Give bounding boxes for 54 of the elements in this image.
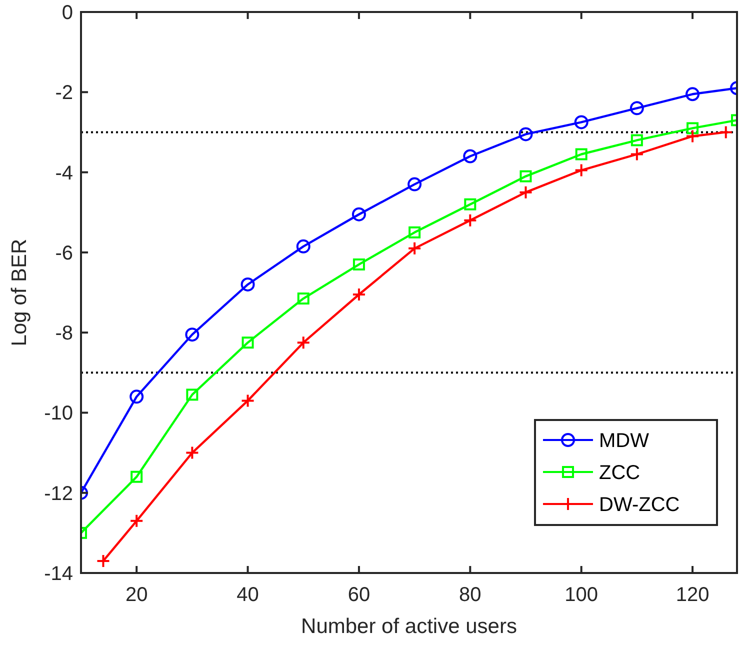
point [96,554,110,568]
point [686,129,700,144]
point [185,446,200,460]
point [518,127,533,142]
point [296,336,310,350]
point [463,213,478,228]
point [185,328,200,342]
point [242,336,254,349]
x-tick-label: 80 [459,584,482,606]
point [240,277,255,292]
x-tick-label: 60 [348,584,370,606]
y-tick-label: -12 [44,482,73,505]
y-axis-title: Log of BER [8,238,31,346]
point [718,125,733,140]
point [575,148,588,160]
point [240,394,255,408]
point [297,292,310,305]
y-tick-label: -10 [44,402,73,425]
x-tick-label: 40 [236,584,259,606]
y-tick-label: -14 [44,563,73,585]
point [463,149,478,164]
y-tick-label: 0 [62,2,73,24]
point [520,170,532,182]
point [130,390,144,404]
point [630,101,644,116]
point [352,288,366,302]
x-tick-label: 100 [564,584,598,606]
point [518,185,533,200]
point [186,388,198,401]
point [686,87,700,102]
point [408,177,422,192]
legend-label: MDW [599,430,650,452]
x-tick-label: 120 [676,584,710,606]
x-tick-label: 20 [125,584,148,606]
point [464,198,476,210]
x-axis-title: Number of active users [301,615,517,638]
point [686,122,699,134]
point [352,207,366,222]
point [574,115,588,130]
point [130,514,144,528]
point [574,163,588,178]
y-tick-label: -2 [55,82,73,104]
point [630,147,644,162]
point [408,226,421,238]
point [352,258,365,270]
point [408,241,422,256]
point [296,239,310,254]
legend-label: DW-ZCC [599,494,680,516]
y-tick-label: -4 [55,162,73,184]
y-tick-label: -6 [55,242,73,264]
point [630,134,643,146]
y-tick-label: -8 [55,322,73,345]
legend-label: ZCC [599,462,640,484]
point [130,470,143,483]
